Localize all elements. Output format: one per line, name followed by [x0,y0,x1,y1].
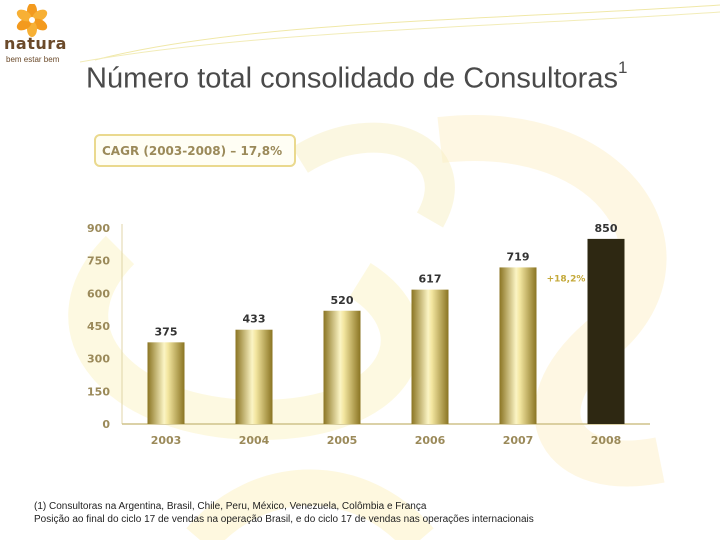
y-tick-label: 0 [102,418,110,431]
y-tick-label: 600 [87,287,110,300]
logo-tagline: bem estar bem [6,55,60,64]
footnote-line-1: (1) Consultoras na Argentina, Brasil, Ch… [34,501,427,512]
y-tick-label: 300 [87,353,110,366]
category-label-2003: 2003 [151,434,182,447]
category-label-2008: 2008 [591,434,622,447]
value-label-2007: 719 [507,250,530,263]
growth-annotation: +18,2% [547,274,586,284]
page-title: Número total consolidado de Consultoras1 [86,58,627,96]
category-label-2004: 2004 [239,434,270,447]
title-text: Número total consolidado de Consultoras [86,62,618,95]
footnote-line-2: Posição ao final do ciclo 17 de vendas n… [34,514,534,525]
category-label-2007: 2007 [503,434,534,447]
category-label-2006: 2006 [415,434,446,447]
value-label-2006: 617 [419,273,442,286]
bar-2007 [499,267,537,424]
logo-wordmark: natura [4,34,67,53]
title-footnote-marker: 1 [617,58,628,77]
chart-bars [147,238,625,424]
category-label-2005: 2005 [327,434,358,447]
value-label-2004: 433 [243,313,266,326]
y-tick-label: 750 [87,255,110,268]
bar-2008 [587,238,625,424]
value-label-2008: 850 [595,222,618,235]
cagr-callout: CAGR (2003-2008) – 17,8% [94,134,296,167]
natura-flower-icon [16,4,48,37]
y-tick-label: 450 [87,320,110,333]
bar-2005 [323,310,361,424]
value-label-2005: 520 [331,294,354,307]
chart-axes: 0 150 300 450 600 750 900 [87,222,650,431]
chart-labels: 375 2003 433 2004 520 2005 617 2006 719 2007 850 20… [151,222,622,447]
value-label-2003: 375 [155,325,178,338]
bar-2006 [411,289,449,424]
y-tick-label: 900 [87,222,110,235]
y-tick-label: 150 [87,385,110,398]
cagr-label: CAGR (2003-2008) – 17,8% [102,143,283,158]
bar-2004 [235,329,273,424]
bar-2003 [147,342,185,424]
footnote: (1) Consultoras na Argentina, Brasil, Ch… [34,500,534,526]
